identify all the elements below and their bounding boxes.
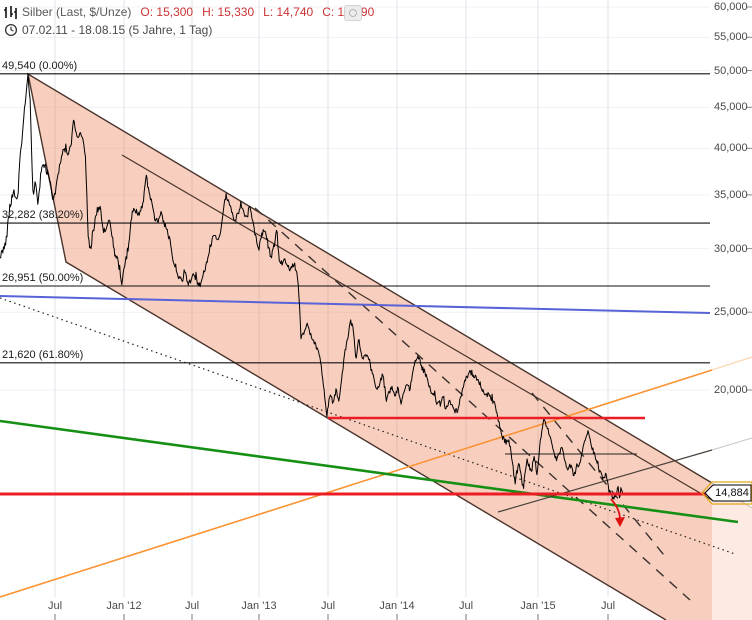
orange-trendline (0, 369, 713, 598)
price-series[interactable] (0, 73, 624, 500)
trend-channel-fill (28, 74, 712, 620)
ascending-support-line (497, 449, 713, 513)
dashed-trendline-1 (254, 207, 691, 601)
inner-channel-line (121, 154, 713, 501)
red-down-arrow-head (615, 517, 625, 527)
y-axis-label: 45,000 (714, 101, 748, 114)
candlestick-icon (3, 5, 18, 25)
clock-icon (4, 23, 18, 42)
symbol-title: Silber (Last, $/Unze) (22, 5, 132, 19)
y-axis-label: 35,000 (714, 188, 748, 201)
ascending-support-ext (711, 437, 752, 451)
y-axis-label: 20,000 (714, 384, 748, 396)
symbol-header: Silber (Last, $/Unze) O: 15,300 H: 15,330 L… (22, 5, 374, 19)
y-axis-label: 40,000 (714, 142, 748, 155)
channel-margin-fill (712, 484, 752, 620)
high-value: H: 15,330 (202, 5, 255, 19)
fib-level-label: 49,540 (0.00%) (2, 59, 78, 72)
y-axis-label: 55,000 (714, 31, 748, 44)
x-axis-label: Jul (320, 600, 336, 612)
orange-trendline-ext (711, 356, 752, 371)
y-axis-label: 50,000 (714, 64, 748, 77)
y-axis-label: 25,000 (714, 306, 748, 319)
y-axis-label: 30,000 (714, 242, 748, 255)
blue-trendline (0, 295, 711, 314)
x-axis-label: Jul (600, 600, 616, 612)
trend-channel-border (27, 72, 713, 620)
low-value: L: 14,740 (263, 5, 314, 19)
x-axis-label: Jan '12 (106, 600, 142, 612)
date-range: 07.02.11 - 18.08.15 (5 Jahre, 1 Tag) (22, 23, 213, 37)
fib-level-label: 26,951 (50.00%) (2, 272, 84, 284)
open-value: O: 15,300 (140, 5, 194, 19)
fib-level-label: 21,620 (61.80%) (2, 348, 84, 361)
y-axis-label: 60,000 (714, 1, 748, 13)
x-axis-label: Jan '13 (241, 600, 277, 612)
price-tag-outline (701, 481, 752, 505)
camera-lens-icon (349, 9, 357, 17)
x-axis-label: Jul (184, 600, 200, 612)
x-axis-label: Jan '15 (520, 600, 556, 612)
current-price-label: 14,884 (715, 486, 749, 499)
fib-level-label: 32,282 (38.20%) (2, 209, 84, 222)
price-tag (704, 484, 752, 502)
x-axis-label: Jan '14 (379, 600, 415, 612)
x-axis-label: Jul (458, 600, 474, 612)
camera-snapshot-button[interactable] (344, 5, 362, 21)
x-axis-label: Jul (47, 600, 63, 612)
